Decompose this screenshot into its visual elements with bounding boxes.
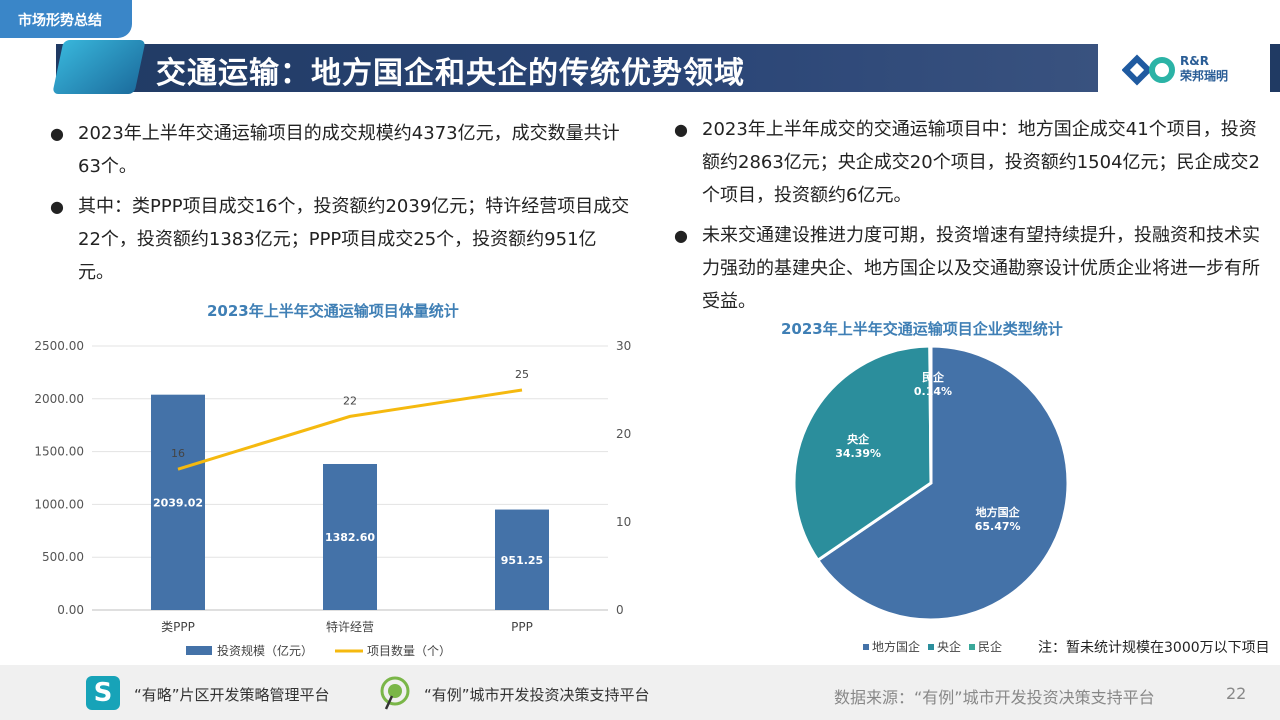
- x-category-label: 类PPP: [161, 620, 195, 634]
- x-category-label: 特许经营: [326, 619, 374, 634]
- bullet-dot-icon: ●: [674, 226, 688, 245]
- y-left-tick-label: 1000.00: [34, 497, 84, 511]
- bar-chart-title: 2023年上半年交通运输项目体量统计: [207, 302, 459, 320]
- pie-slice: [928, 344, 933, 484]
- logo-top-text: R&R: [1180, 54, 1209, 68]
- footer-bar: [0, 665, 1280, 720]
- pie-slice-name: 地方国企: [976, 505, 1021, 519]
- pie-chart-title: 2023年上半年交通运输项目企业类型统计: [781, 320, 1063, 338]
- legend-bar-swatch: [186, 646, 212, 655]
- legend-label: 央企: [937, 639, 961, 654]
- bullet-item: ● 未来交通建设推进力度可期，投资增速有望持续提升，投融资和技术实力强劲的基建央…: [674, 219, 1268, 318]
- bar-line-chart: 0.00 500.00 1000.00 1500.00 2000.00 2500.00 0 1…: [34, 339, 631, 658]
- bullet-item: ● 2023年上半年成交的交通运输项目中：地方国企成交41个项目，投资额约286…: [674, 113, 1268, 212]
- pie-slice-percent: 65.47%: [975, 520, 1021, 533]
- title-bar-end: [1270, 44, 1280, 92]
- y-right-tick-label: 10: [616, 515, 631, 529]
- bar: [323, 463, 377, 610]
- pie-slice-name: 民企: [922, 370, 945, 384]
- y-left-tick-label: 0.00: [57, 603, 84, 617]
- line-data-label: 16: [171, 447, 185, 460]
- legend-label: 地方国企: [872, 639, 920, 654]
- legend-swatch: [863, 644, 869, 650]
- bar: [495, 509, 549, 610]
- company-logo-text: R&R 荣邦瑞明: [1180, 54, 1228, 84]
- pie-slice-percent: 0.14%: [914, 385, 952, 398]
- pie-slice-percent: 34.39%: [835, 447, 881, 460]
- page-number: 22: [1226, 684, 1247, 703]
- y-left-tick-label: 500.00: [42, 550, 84, 564]
- legend-label: 民企: [978, 639, 1002, 654]
- x-category-label: PPP: [511, 620, 533, 634]
- title-accent: [52, 40, 146, 94]
- bullet-text: 其中：类PPP项目成交16个，投资额约2039亿元；特许经营项目成交22个，投资…: [78, 196, 630, 283]
- page-title: 交通运输：地方国企和央企的传统优势领域: [156, 56, 745, 91]
- bullet-dot-icon: ●: [674, 120, 688, 139]
- footer-platform-youli: “有例”城市开发投资决策支持平台: [424, 686, 650, 704]
- section-tag: 市场形势总结: [0, 0, 132, 38]
- bullet-item: ● 其中：类PPP项目成交16个，投资额约2039亿元；特许经营项目成交22个，…: [50, 190, 630, 289]
- y-left-tick-label: 2500.00: [34, 339, 84, 353]
- pie-slice-name: 央企: [847, 432, 870, 446]
- footnote: 注：暂未统计规模在3000万以下项目: [1038, 640, 1270, 656]
- bar-data-label: 951.25: [501, 554, 543, 567]
- bullet-text: 2023年上半年交通运输项目的成交规模约4373亿元，成交数量共计63个。: [78, 123, 620, 177]
- bullet-dot-icon: ●: [50, 197, 64, 216]
- bar-data-label: 1382.60: [325, 531, 375, 544]
- data-source: 数据来源：“有例”城市开发投资决策支持平台: [834, 688, 1155, 707]
- y-left-tick-label: 1500.00: [34, 445, 84, 459]
- left-bullet-list: ● 2023年上半年交通运输项目的成交规模约4373亿元，成交数量共计63个。 …: [50, 117, 630, 296]
- title-bar: [56, 44, 1098, 92]
- bar: [151, 394, 205, 610]
- youlue-platform-icon: S: [86, 676, 120, 710]
- line-data-label: 25: [515, 368, 529, 381]
- company-logo-icon: [1122, 54, 1175, 86]
- bullet-item: ● 2023年上半年交通运输项目的成交规模约4373亿元，成交数量共计63个。: [50, 117, 630, 183]
- legend-label: 项目数量（个）: [367, 643, 451, 658]
- line-data-label: 22: [343, 394, 357, 407]
- legend-swatch: [928, 644, 934, 650]
- legend-swatch: [969, 644, 975, 650]
- bullet-text: 未来交通建设推进力度可期，投资增速有望持续提升，投融资和技术实力强劲的基建央企、…: [702, 225, 1260, 312]
- pie-slice: [815, 344, 1070, 622]
- youli-platform-icon: [380, 676, 410, 710]
- y-left-tick-label: 2000.00: [34, 392, 84, 406]
- footer-platform-youlue: “有略”片区开发策略管理平台: [134, 686, 330, 704]
- y-right-tick-label: 0: [616, 603, 624, 617]
- y-right-tick-label: 30: [616, 339, 631, 353]
- legend-label: 投资规模（亿元）: [217, 643, 313, 658]
- right-bullet-list: ● 2023年上半年成交的交通运输项目中：地方国企成交41个项目，投资额约286…: [674, 113, 1268, 325]
- bullet-text: 2023年上半年成交的交通运输项目中：地方国企成交41个项目，投资额约2863亿…: [702, 119, 1260, 206]
- logo-bottom-text: 荣邦瑞明: [1180, 69, 1229, 83]
- line-series: [177, 388, 523, 471]
- bar-data-label: 2039.02: [153, 496, 203, 509]
- bullet-dot-icon: ●: [50, 124, 64, 143]
- y-right-tick-label: 20: [616, 427, 631, 441]
- pie-slice: [792, 344, 933, 563]
